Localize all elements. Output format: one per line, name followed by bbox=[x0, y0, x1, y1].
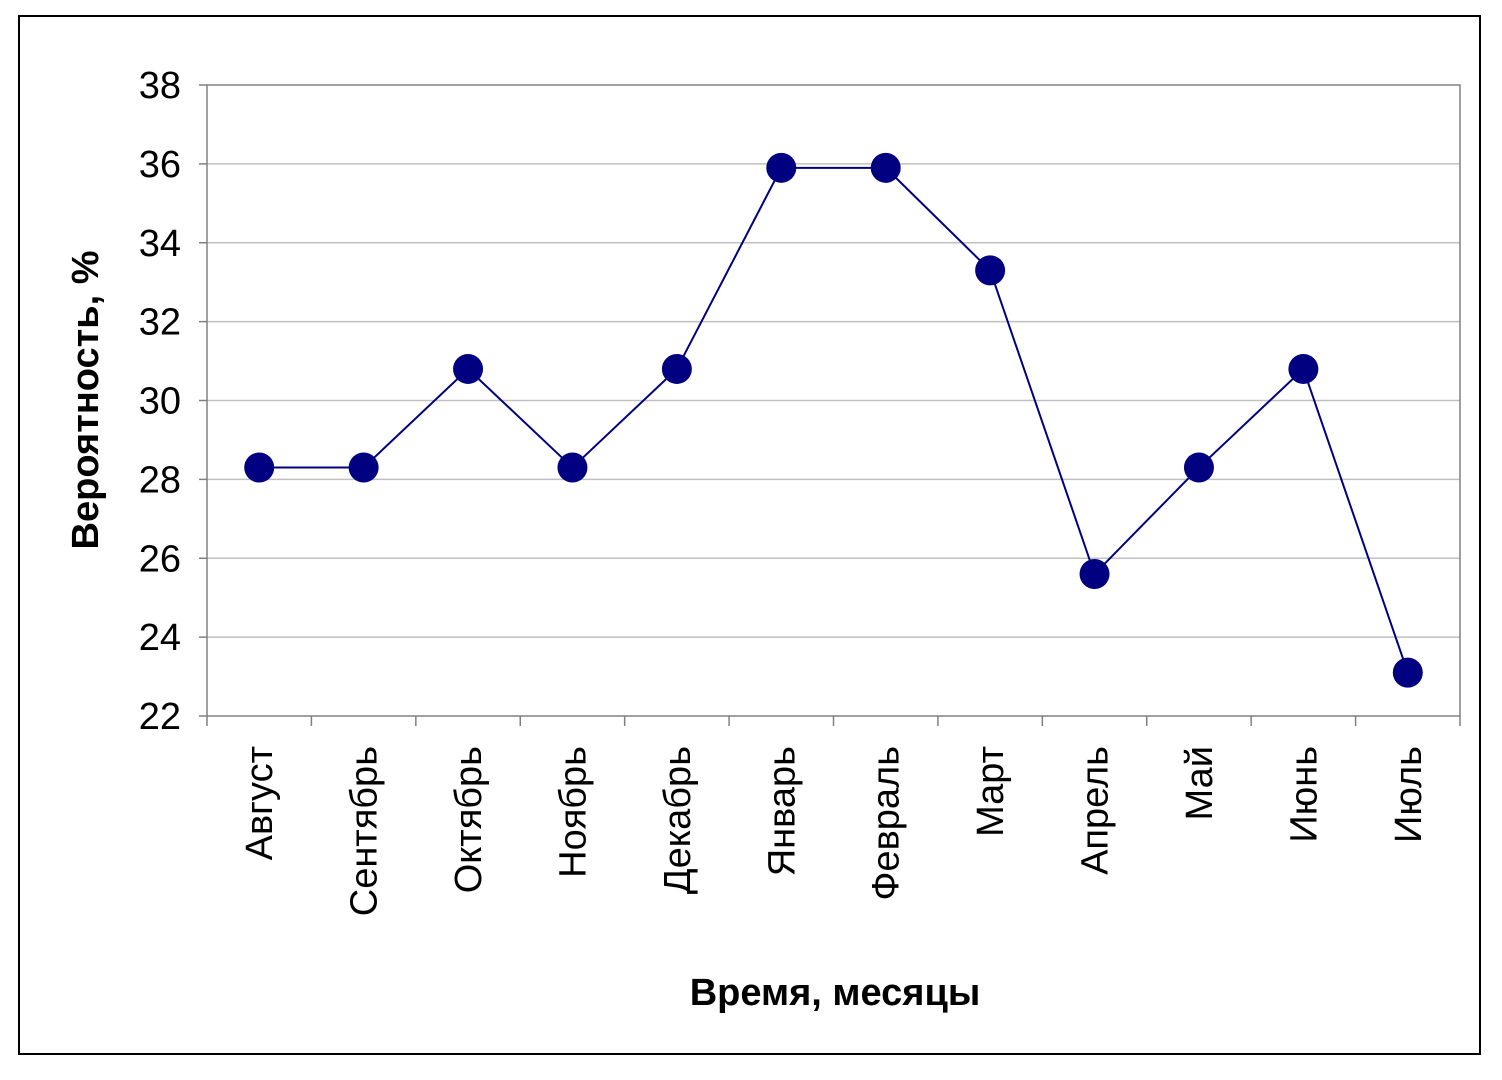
y-tick-label: 28 bbox=[139, 459, 181, 501]
x-tick-label: Февраль bbox=[866, 746, 908, 900]
y-tick-label: 30 bbox=[139, 381, 181, 423]
y-axis: 22 24 26 28 30 32 34 36 38 bbox=[139, 65, 207, 738]
y-tick-label: 38 bbox=[139, 65, 181, 107]
x-tick-label: Июль bbox=[1388, 746, 1430, 843]
data-point bbox=[661, 353, 692, 384]
x-tick-label: Сентябрь bbox=[344, 746, 386, 916]
x-tick-label: Январь bbox=[761, 746, 803, 876]
data-point bbox=[1079, 559, 1110, 590]
x-tick-label: Декабрь bbox=[657, 746, 699, 894]
y-axis-title: Вероятность, % bbox=[65, 251, 107, 550]
y-tick-label: 22 bbox=[139, 696, 181, 738]
x-tick-label: Ноябрь bbox=[552, 746, 594, 878]
x-tick-label: Март bbox=[970, 746, 1012, 837]
data-point bbox=[1183, 452, 1214, 483]
series-line bbox=[259, 166, 1409, 673]
x-axis-title: Время, месяцы bbox=[690, 972, 981, 1014]
data-point bbox=[975, 255, 1006, 286]
y-tick-label: 24 bbox=[139, 617, 181, 659]
series-markers bbox=[244, 152, 1423, 688]
x-tick-label: Октябрь bbox=[448, 746, 490, 893]
data-point bbox=[766, 152, 797, 183]
x-tick-label: Май bbox=[1179, 746, 1221, 820]
y-tick-label: 34 bbox=[139, 223, 181, 265]
y-tick-label: 26 bbox=[139, 538, 181, 580]
x-tick-label: Август bbox=[239, 746, 281, 860]
x-axis: Август Сентябрь Октябрь Ноябрь Декабрь Январь… bbox=[206, 716, 1461, 916]
x-tick-label: Апрель bbox=[1075, 746, 1117, 875]
data-point bbox=[1392, 657, 1423, 688]
data-point bbox=[870, 152, 901, 183]
data-point bbox=[453, 353, 484, 384]
data-point bbox=[557, 452, 588, 483]
y-tick-label: 32 bbox=[139, 302, 181, 344]
y-tick-label: 36 bbox=[139, 144, 181, 186]
data-point bbox=[244, 452, 275, 483]
chart-frame bbox=[18, 15, 1481, 1055]
data-point bbox=[348, 452, 379, 483]
grid-lines bbox=[207, 163, 1460, 638]
x-tick-label: Июнь bbox=[1283, 746, 1325, 843]
data-point bbox=[1288, 353, 1319, 384]
